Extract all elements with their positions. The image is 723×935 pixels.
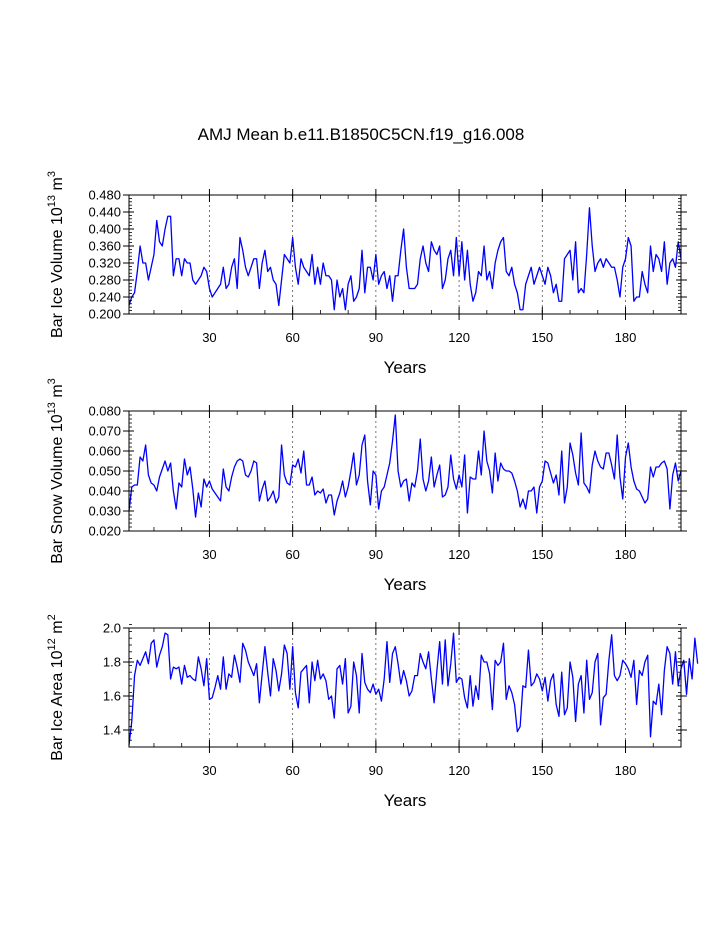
y-tick-label: 0.070 [88, 424, 121, 439]
x-tick-label: 150 [531, 763, 553, 778]
x-tick-label: 180 [615, 763, 637, 778]
y-axis-label-superscript: 2 [46, 614, 58, 620]
y-tick-label: 0.030 [88, 504, 121, 519]
y-axis-label-superscript: 12 [46, 638, 58, 650]
x-tick-label: 60 [285, 330, 299, 345]
x-tick-label: 30 [202, 330, 216, 345]
y-tick-label: 0.320 [88, 256, 121, 271]
y-axis-label-text: m [49, 620, 66, 638]
y-tick-label: 0.020 [88, 524, 121, 539]
data-series-line [128, 414, 682, 518]
panels-group: 0.200 0.240 0.280 0.320 0.360 0.400 0.440 0.480… [46, 171, 699, 810]
x-tick-label: 90 [369, 763, 383, 778]
x-tick-label: 60 [285, 763, 299, 778]
plot-frame [128, 194, 682, 315]
x-tick-label: 180 [615, 330, 637, 345]
x-tick-label: 120 [448, 330, 470, 345]
x-tick-label: 90 [369, 547, 383, 562]
x-tick-label: 120 [448, 547, 470, 562]
y-axis-label: Bar Ice Area 1012 m2 [46, 614, 66, 760]
x-axis-label: Years [384, 575, 427, 594]
plot-frame [128, 410, 682, 532]
chart-title: AMJ Mean b.e11.B1850C5CN.f19_g16.008 [198, 125, 525, 144]
x-axis-label: Years [384, 358, 427, 377]
data-series-line [128, 632, 699, 746]
y-axis-label-text: Bar Ice Area 10 [49, 650, 66, 760]
x-tick-label: 30 [202, 547, 216, 562]
y-tick-label: 0.440 [88, 205, 121, 220]
y-tick-label: 0.280 [88, 273, 121, 288]
plot-frame [128, 627, 682, 748]
y-axis-label-superscript: 13 [46, 195, 58, 207]
panel-ice-volume: 0.200 0.240 0.280 0.320 0.360 0.400 0.440 0.480… [46, 171, 687, 377]
y-tick-label: 0.200 [88, 307, 121, 322]
data-series-line [128, 207, 682, 311]
x-axis-label: Years [384, 791, 427, 810]
x-tick-label: 120 [448, 763, 470, 778]
y-axis-label: Bar Ice Volume 1013 m3 [46, 171, 66, 338]
y-tick-label: 0.080 [88, 404, 121, 419]
y-tick-label: 0.480 [88, 188, 121, 203]
y-tick-label: 0.050 [88, 464, 121, 479]
x-tick-label: 150 [531, 547, 553, 562]
x-tick-label: 60 [285, 547, 299, 562]
y-tick-label: 2.0 [103, 621, 121, 636]
y-axis-label-superscript: 13 [46, 402, 58, 414]
y-tick-label: 0.400 [88, 222, 121, 237]
y-axis-label-superscript: 3 [46, 171, 58, 177]
x-tick-label: 90 [369, 330, 383, 345]
y-tick-label: 0.360 [88, 239, 121, 254]
y-axis-label-superscript: 3 [46, 378, 58, 384]
y-axis-label-text: m [49, 177, 66, 195]
y-axis-label-text: Bar Snow Volume 10 [49, 414, 66, 564]
panel-snow-volume: 0.020 0.030 0.040 0.050 0.060 0.070 0.080 30 60 9… [46, 378, 687, 594]
y-tick-label: 0.240 [88, 290, 121, 305]
x-tick-label: 150 [531, 330, 553, 345]
y-axis-label-text: Bar Ice Volume 10 [49, 207, 66, 338]
x-tick-label: 30 [202, 763, 216, 778]
y-tick-label: 1.8 [103, 655, 121, 670]
panel-ice-area: 1.4 1.6 1.8 2.0 30 60 90 120 150 180 Years Bar Ice … [46, 614, 699, 810]
y-tick-label: 1.4 [103, 723, 121, 738]
y-tick-label: 0.040 [88, 484, 121, 499]
y-axis-label-text: m [49, 384, 66, 402]
x-tick-label: 180 [615, 547, 637, 562]
y-axis-label: Bar Snow Volume 1013 m3 [46, 378, 66, 564]
y-tick-label: 0.060 [88, 444, 121, 459]
y-tick-label: 1.6 [103, 689, 121, 704]
